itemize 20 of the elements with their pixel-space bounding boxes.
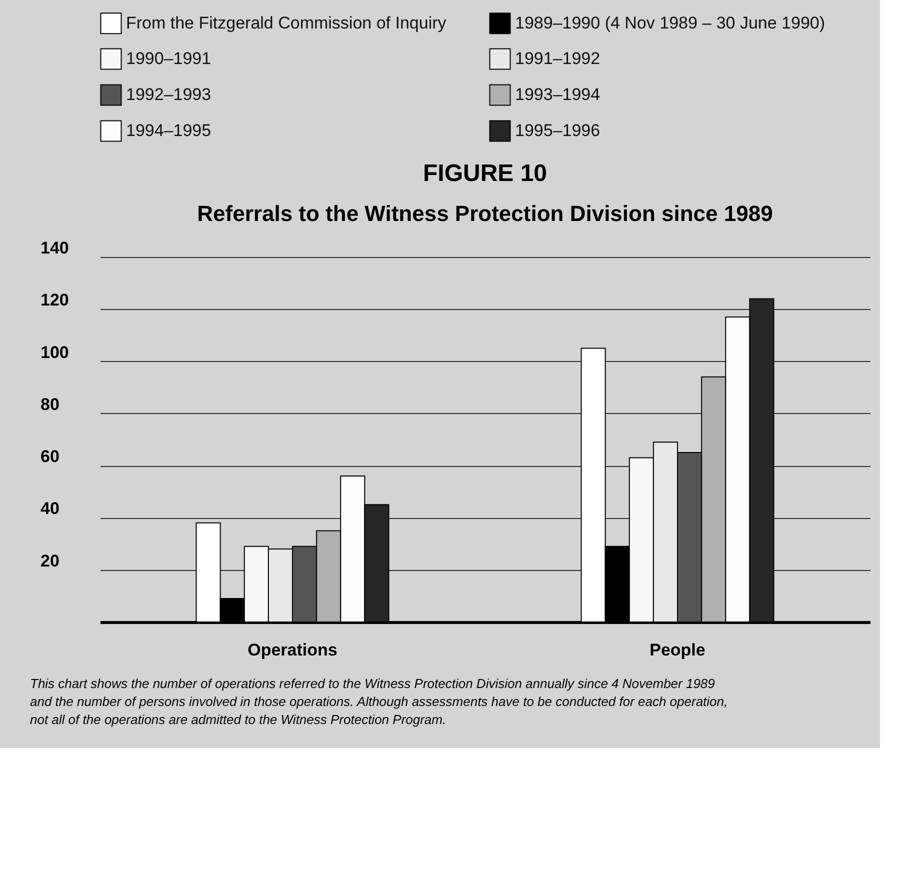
x-tick-label: Operations xyxy=(248,640,338,660)
legend-label: 1993–1994 xyxy=(515,85,600,104)
y-tick-label: 40 xyxy=(40,499,60,518)
y-tick-label: 60 xyxy=(40,447,60,466)
chart-title: FIGURE 10 xyxy=(422,160,548,187)
legend-label: 1990–1991 xyxy=(126,49,212,68)
text: This chart shows the number of operations referred to the Witness Protection Division annually since 4 November 1989 and the number of persons involved in those operations. Although assessments have to be conducted for each operation, not all of the operations are admitted to the Witness Protection Program. xyxy=(30,676,728,727)
y-tick-label: 20 xyxy=(40,551,60,570)
y-tick-label: 140 xyxy=(40,238,69,258)
y-tick-label: 80 xyxy=(40,394,60,414)
x-tick-label: People xyxy=(650,640,706,660)
legend-label: 1992–1993 xyxy=(126,85,212,104)
legend-label: 1989–1990 (4 Nov 1989 – 30 June 1990) xyxy=(515,13,826,32)
y-tick-label: 100 xyxy=(40,342,69,362)
y-tick-label: 120 xyxy=(40,290,69,310)
legend-label: 1991–1992 xyxy=(515,49,600,68)
chart-subtitle: Referrals to the Witness Protection Division since 1989 xyxy=(197,201,773,226)
legend-label: 1995–1996 xyxy=(515,121,600,140)
legend-label: From the Fitzgerald Commission of Inquiry xyxy=(126,13,447,32)
legend-label: 1994–1995 xyxy=(126,121,212,140)
